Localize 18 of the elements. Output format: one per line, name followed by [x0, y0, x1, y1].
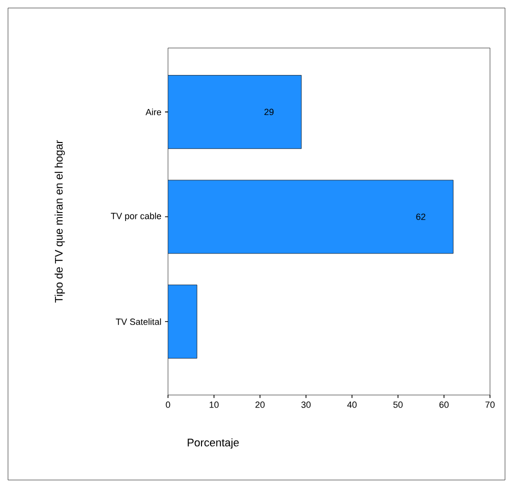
y-tick-label: TV Satelital	[116, 318, 161, 325]
x-tick-label: 50	[393, 402, 403, 408]
bar	[168, 284, 198, 359]
x-axis-title: Porcentaje	[188, 438, 239, 449]
x-tick-label: 70	[485, 402, 495, 408]
x-tick-label: 0	[166, 402, 170, 408]
x-tick-label: 40	[347, 402, 357, 408]
bar	[168, 180, 454, 254]
x-tick-label: 20	[255, 402, 265, 408]
y-axis-title: Tipo de TV que miran en el hogar	[54, 140, 65, 303]
y-tick-label: TV por cable	[110, 212, 162, 221]
data-label: 62	[416, 214, 426, 220]
x-tick-label: 10	[210, 402, 219, 408]
x-tick-label: 30	[301, 402, 311, 408]
bar	[168, 75, 302, 149]
y-tick-label: Aire	[146, 108, 162, 116]
data-label: 29	[264, 108, 274, 116]
x-tick-label: 60	[439, 402, 449, 408]
